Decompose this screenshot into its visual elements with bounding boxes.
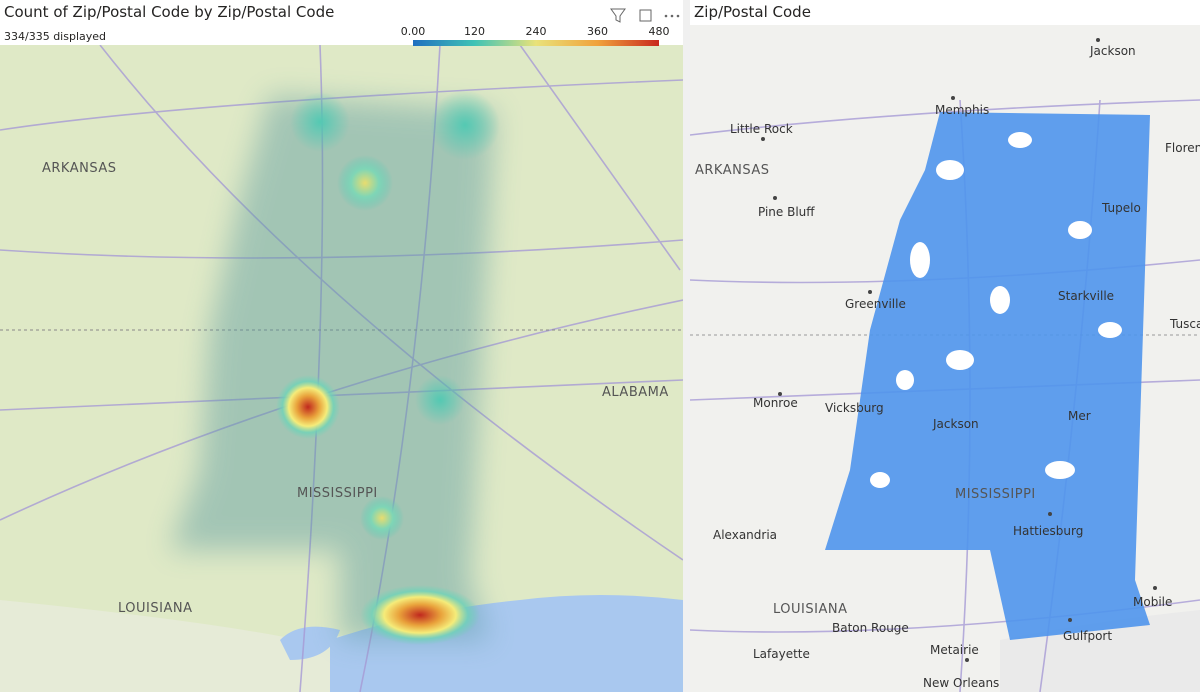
heatmap-visual: ARKANSAS MISSISSIPPI LOUISIANA ALABAMA C… <box>0 3 683 692</box>
legend-tick-label: 120 <box>464 25 485 38</box>
map-label: Lafayette <box>753 647 810 661</box>
map-label: ARKANSAS <box>42 161 116 176</box>
map-label: LOUISIANA <box>773 602 847 617</box>
more-icon[interactable] <box>664 14 680 18</box>
legend-tick-label: 0.00 <box>401 25 426 38</box>
state-fill <box>825 112 1150 640</box>
map: Jackson Memphis Little Rock Floren ARKANSAS P… <box>690 25 1200 692</box>
divider <box>683 0 690 692</box>
map-label: Mobile <box>1133 595 1172 609</box>
map-label: Mer <box>1068 409 1091 423</box>
legend-tick-label: 480 <box>649 25 670 38</box>
map-label: Pine Bluff <box>758 205 815 219</box>
map-label: LOUISIANA <box>118 601 192 616</box>
map-label: Monroe <box>753 396 798 410</box>
map-label: Gulfport <box>1063 629 1112 643</box>
color-scale <box>413 40 659 46</box>
filled-map-visual: Jackson Memphis Little Rock Floren ARKANSAS P… <box>690 3 1200 692</box>
visual-subtitle: 334/335 displayed <box>4 30 106 43</box>
map-label: Jackson <box>932 417 979 431</box>
map-label: Vicksburg <box>825 401 884 415</box>
map-label: Little Rock <box>730 122 793 136</box>
city-markers <box>761 38 1157 662</box>
map: ARKANSAS MISSISSIPPI LOUISIANA ALABAMA <box>0 45 683 692</box>
map-label: Alexandria <box>713 528 777 542</box>
visual-title: Zip/Postal Code <box>694 3 811 21</box>
map-label: Hattiesburg <box>1013 524 1083 538</box>
map-label: Greenville <box>845 297 906 311</box>
filter-icon[interactable] <box>610 8 626 23</box>
map-label: MISSISSIPPI <box>955 487 1036 502</box>
map-label: Metairie <box>930 643 979 657</box>
map-label: Baton Rouge <box>832 621 909 635</box>
focus-icon[interactable] <box>639 9 652 22</box>
map-label: MISSISSIPPI <box>297 486 378 501</box>
header-icons[interactable] <box>610 8 680 23</box>
map-label: Floren <box>1165 141 1200 155</box>
map-label: Tusca <box>1169 317 1200 331</box>
map-label: Tupelo <box>1101 201 1141 215</box>
map-label: New Orleans <box>923 676 999 690</box>
legend-tick-label: 360 <box>587 25 608 38</box>
map-label: Jackson <box>1089 44 1136 58</box>
map-label: Memphis <box>935 103 989 117</box>
visual-title: Count of Zip/Postal Code by Zip/Postal C… <box>4 3 334 21</box>
legend-tick-label: 240 <box>526 25 547 38</box>
map-label: Starkville <box>1058 289 1114 303</box>
map-label: ALABAMA <box>602 385 669 400</box>
map-label: ARKANSAS <box>695 163 769 178</box>
